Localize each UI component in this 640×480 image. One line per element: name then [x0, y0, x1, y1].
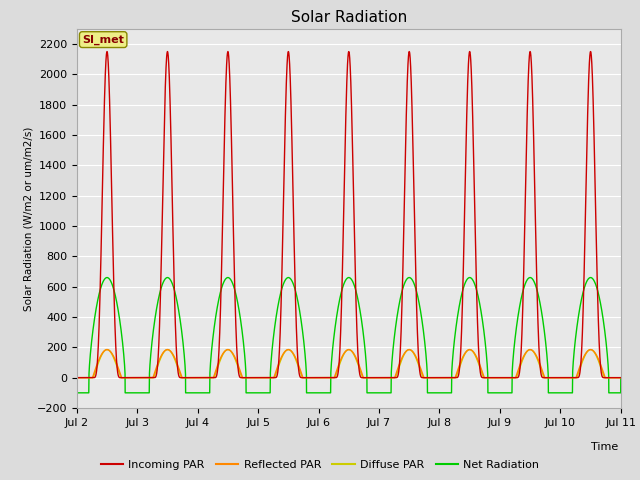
Diffuse PAR: [617, 375, 625, 381]
Diffuse PAR: [564, 375, 572, 381]
Line: Reflected PAR: Reflected PAR: [77, 349, 621, 378]
Diffuse PAR: [73, 375, 81, 381]
Incoming PAR: [617, 375, 625, 381]
Legend: Incoming PAR, Reflected PAR, Diffuse PAR, Net Radiation: Incoming PAR, Reflected PAR, Diffuse PAR…: [96, 456, 544, 474]
Reflected PAR: [617, 375, 625, 381]
Incoming PAR: [564, 375, 572, 381]
Net Radiation: [282, 277, 289, 283]
Title: Solar Radiation: Solar Radiation: [291, 10, 407, 25]
Reflected PAR: [282, 348, 289, 354]
Incoming PAR: [138, 375, 146, 381]
Reflected PAR: [73, 375, 81, 381]
Reflected PAR: [103, 347, 111, 352]
Net Radiation: [617, 375, 625, 381]
Reflected PAR: [413, 357, 421, 362]
Net Radiation: [73, 390, 81, 396]
Diffuse PAR: [282, 348, 289, 354]
Reflected PAR: [588, 347, 596, 353]
Y-axis label: Solar Radiation (W/m2 or um/m2/s): Solar Radiation (W/m2 or um/m2/s): [24, 126, 34, 311]
Incoming PAR: [73, 375, 81, 381]
Diffuse PAR: [413, 359, 421, 364]
Line: Incoming PAR: Incoming PAR: [77, 51, 621, 378]
Reflected PAR: [567, 375, 575, 381]
Text: SI_met: SI_met: [82, 35, 124, 45]
Reflected PAR: [564, 375, 572, 381]
Diffuse PAR: [138, 375, 146, 381]
Line: Diffuse PAR: Diffuse PAR: [77, 349, 621, 378]
Net Radiation: [103, 275, 111, 280]
Net Radiation: [138, 390, 146, 396]
Net Radiation: [588, 275, 596, 281]
Reflected PAR: [138, 375, 146, 381]
Incoming PAR: [103, 48, 111, 54]
Net Radiation: [413, 292, 421, 298]
Incoming PAR: [282, 118, 289, 124]
Diffuse PAR: [588, 347, 596, 353]
Incoming PAR: [588, 65, 596, 71]
Diffuse PAR: [567, 375, 575, 381]
Incoming PAR: [413, 326, 421, 332]
Line: Net Radiation: Net Radiation: [77, 277, 621, 393]
Net Radiation: [567, 390, 575, 396]
X-axis label: Time: Time: [591, 442, 618, 452]
Net Radiation: [564, 390, 572, 396]
Diffuse PAR: [103, 347, 111, 352]
Incoming PAR: [567, 375, 575, 381]
